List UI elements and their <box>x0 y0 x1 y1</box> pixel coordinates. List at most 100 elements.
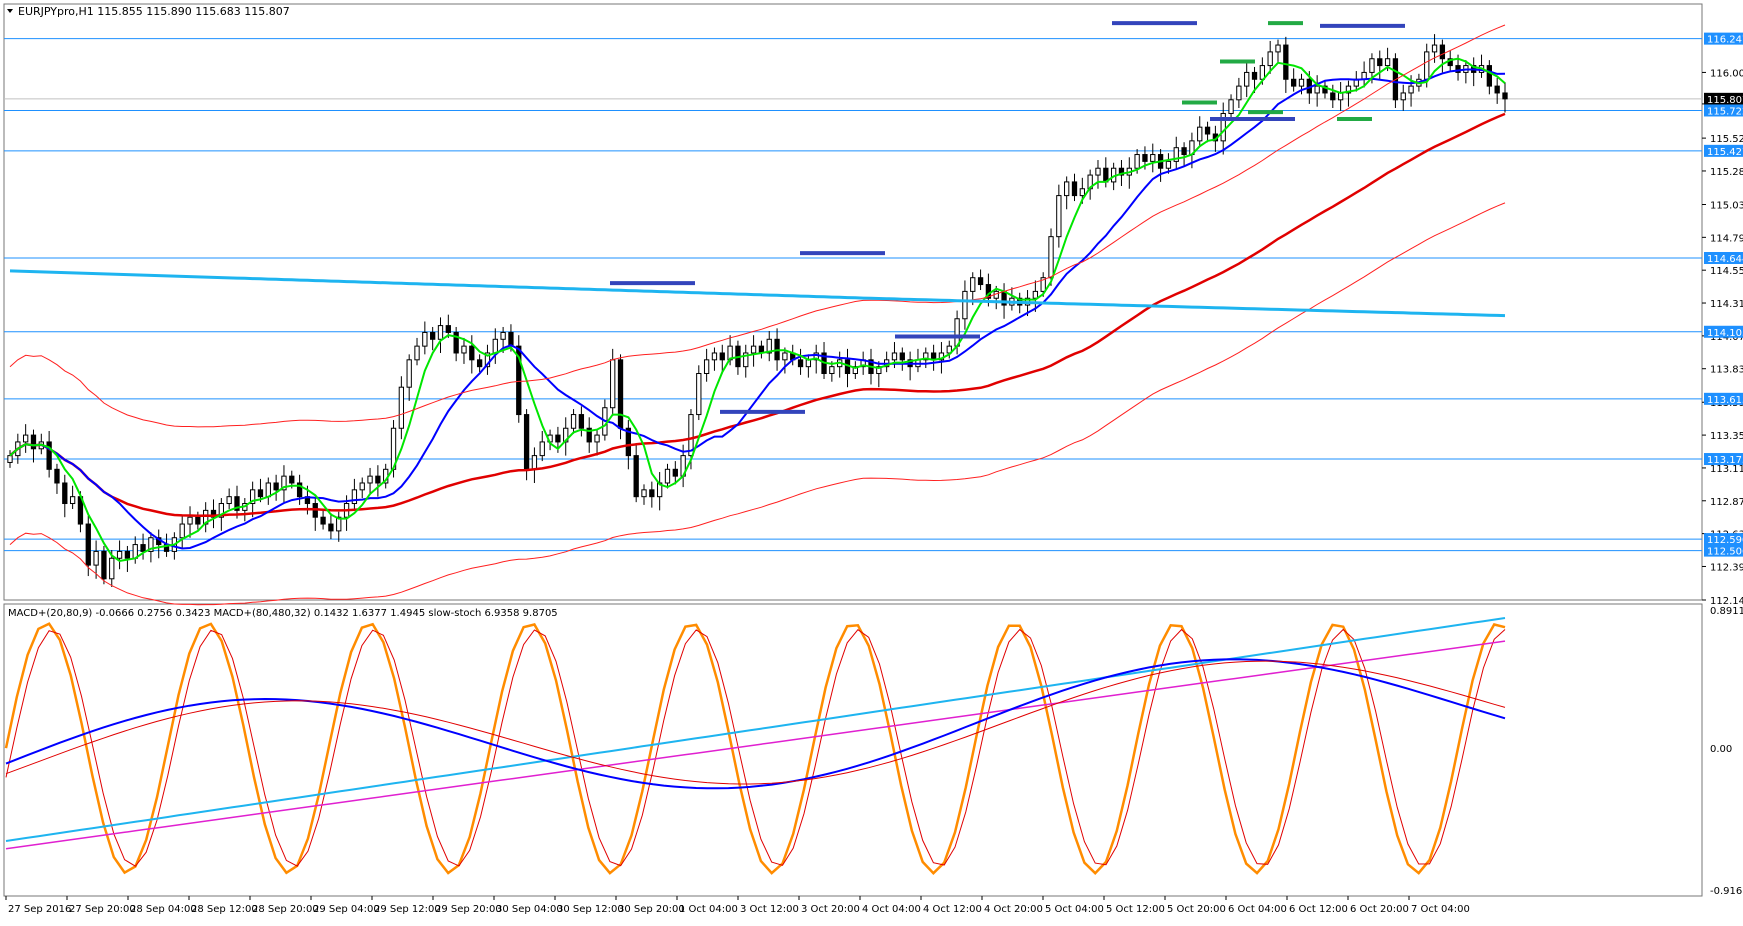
y-tick-label: 112.390 <box>1710 562 1743 573</box>
level-label-box <box>1704 252 1743 265</box>
candle <box>7 455 13 463</box>
cyan-long-moving-average <box>9 269 1506 318</box>
candle <box>649 489 655 498</box>
y-tick-label: 115.520 <box>1710 134 1743 145</box>
candle <box>1314 85 1320 94</box>
candle <box>1424 51 1430 80</box>
x-tick-label: 28 Sep 04:00 <box>130 904 197 915</box>
level-label-box <box>1704 544 1743 557</box>
y-tick-label: 113.110 <box>1710 464 1743 475</box>
x-tick-label: 28 Sep 12:00 <box>191 904 258 915</box>
candle <box>1079 188 1085 197</box>
candle <box>23 434 29 443</box>
candle <box>422 331 428 347</box>
x-tick-label: 27 Sep 20:00 <box>69 904 136 915</box>
candle <box>1056 195 1062 238</box>
candle <box>797 359 804 368</box>
candle <box>437 325 444 340</box>
candle <box>1275 44 1281 53</box>
level-label: 116.247 <box>1707 35 1743 46</box>
candle <box>743 352 749 368</box>
candle <box>265 482 271 498</box>
x-tick-label: 29 Sep 04:00 <box>313 904 380 915</box>
candle <box>1322 85 1328 94</box>
candle <box>1095 167 1101 176</box>
candle <box>516 345 522 416</box>
x-tick-label: 5 Oct 20:00 <box>1167 904 1226 915</box>
candle <box>1064 181 1070 197</box>
candle <box>962 290 968 320</box>
macd-long-signal-line <box>5 640 1506 850</box>
candle <box>93 550 99 566</box>
indicator-y-tick-label: 0.00 <box>1710 744 1732 755</box>
candle <box>179 523 185 539</box>
level-label: 112.590 <box>1707 535 1743 546</box>
candle <box>1173 147 1179 162</box>
level-label-box <box>1704 144 1743 157</box>
candle <box>1071 181 1078 197</box>
candle <box>578 414 585 429</box>
candle <box>829 366 835 375</box>
macd-short-signal-line <box>5 660 1506 785</box>
x-tick-label: 5 Oct 12:00 <box>1106 904 1165 915</box>
candle <box>852 366 858 375</box>
red-moving-average <box>9 112 1506 518</box>
candle <box>226 496 232 505</box>
candle <box>923 352 929 361</box>
candle <box>1118 167 1125 176</box>
candle <box>109 557 115 580</box>
candle <box>633 455 639 498</box>
level-label-box <box>1704 104 1743 117</box>
y-tick-label: 113.835 <box>1710 365 1743 376</box>
candle <box>124 550 131 559</box>
candle <box>586 427 592 443</box>
level-label-box <box>1704 453 1743 466</box>
indicator-panel-frame <box>3 603 1703 897</box>
candle <box>375 475 381 484</box>
x-tick-label: 29 Sep 20:00 <box>435 904 502 915</box>
x-tick-label: 7 Oct 04:00 <box>1411 904 1470 915</box>
candle <box>1431 44 1438 53</box>
candle <box>1330 92 1336 101</box>
candle <box>367 475 373 484</box>
candle <box>523 414 530 470</box>
candle <box>148 537 154 552</box>
macd-short-line <box>5 658 1506 790</box>
x-tick-label: 6 Oct 04:00 <box>1228 904 1287 915</box>
candle <box>1384 58 1391 67</box>
candle <box>1142 154 1148 162</box>
candle <box>1439 44 1446 60</box>
candle <box>876 366 882 375</box>
candle <box>1040 277 1046 292</box>
candle <box>281 475 287 491</box>
candle <box>1244 71 1250 87</box>
candle <box>750 345 757 354</box>
candle <box>1134 154 1140 169</box>
x-tick-label: 30 Sep 20:00 <box>618 904 685 915</box>
level-label-box <box>1704 32 1743 45</box>
candle <box>359 482 365 491</box>
candle <box>195 516 201 525</box>
candle <box>453 331 459 354</box>
candle <box>469 345 475 361</box>
candle <box>430 331 436 340</box>
candle <box>476 359 483 368</box>
candle <box>1267 51 1273 67</box>
candle <box>1220 112 1226 142</box>
y-tick-label: 114.555 <box>1710 266 1743 277</box>
level-label: 114.105 <box>1707 328 1743 339</box>
candle <box>570 414 577 429</box>
candle <box>1486 65 1492 87</box>
candle <box>445 325 451 333</box>
dropdown-triangle-icon[interactable] <box>7 9 13 13</box>
candle <box>116 550 123 559</box>
candle <box>257 489 264 498</box>
candle <box>1345 85 1352 94</box>
candle <box>320 516 326 525</box>
y-tick-label: 112.145 <box>1710 596 1743 607</box>
price-panel-frame <box>3 3 1703 601</box>
candle <box>899 352 905 361</box>
candle <box>101 550 107 580</box>
